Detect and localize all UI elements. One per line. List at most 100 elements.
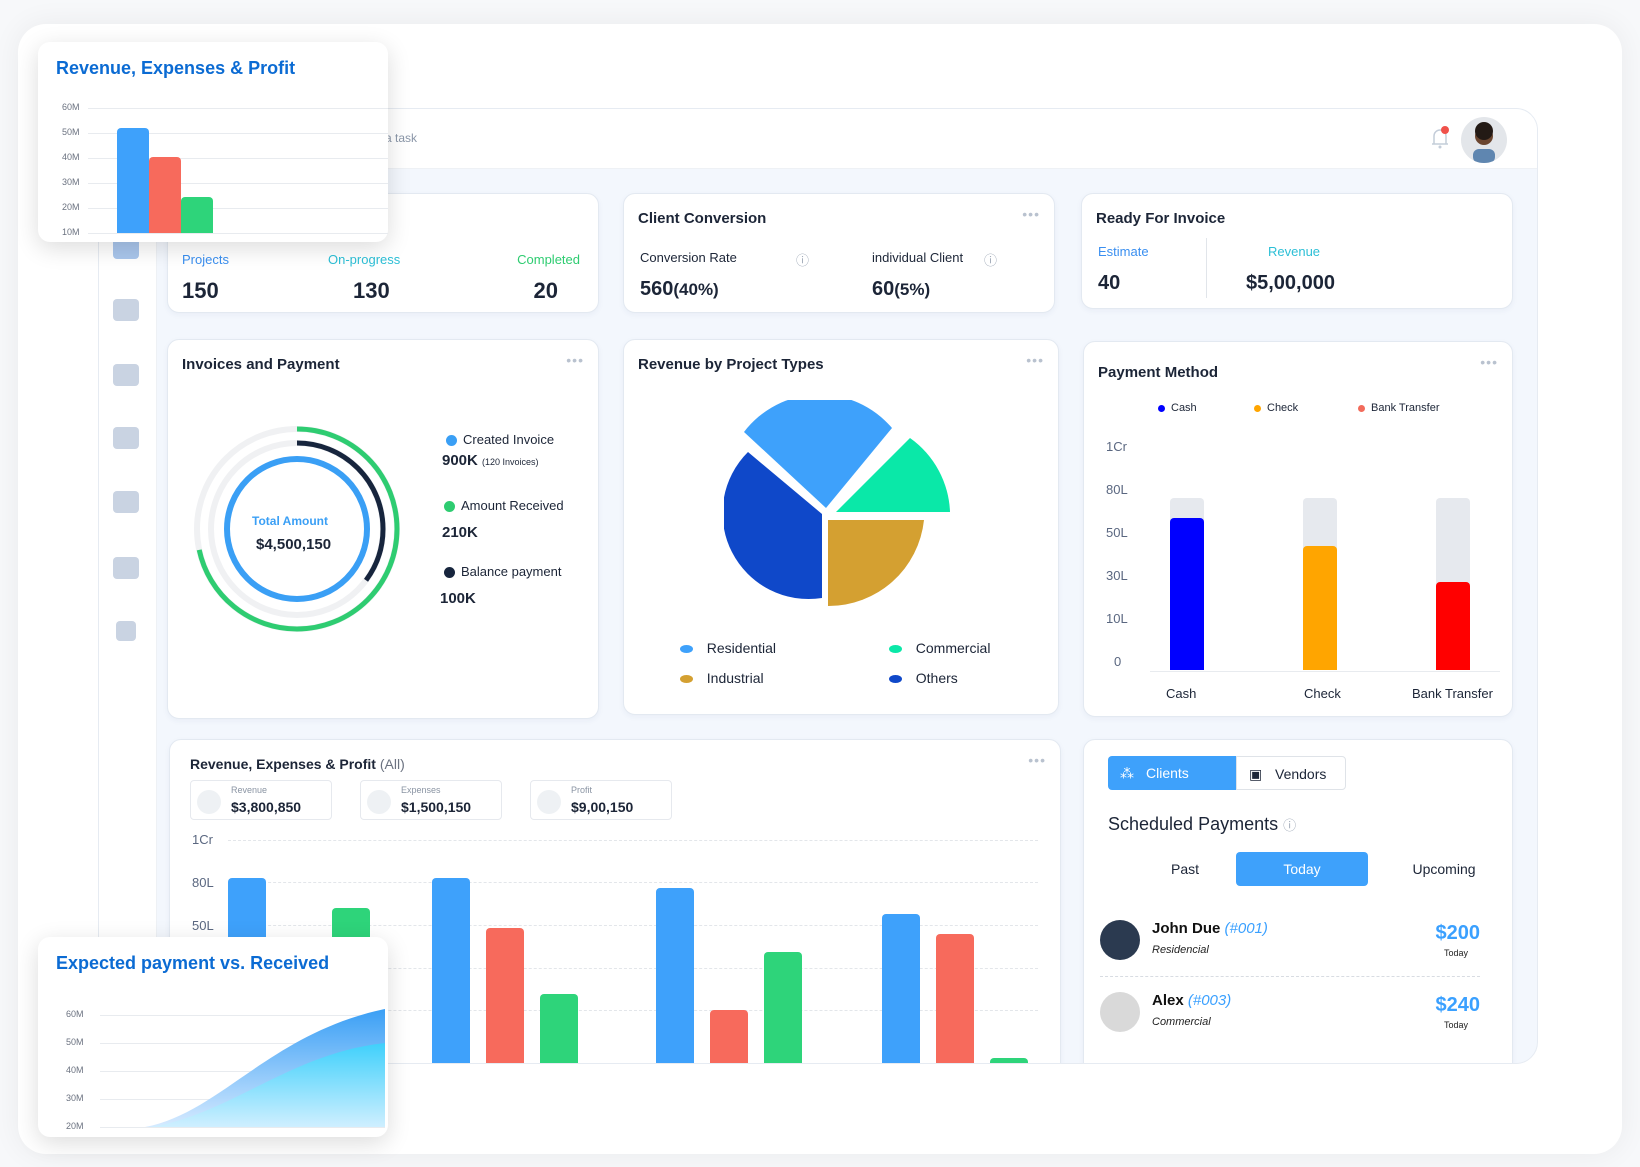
bar[interactable] <box>882 914 920 1063</box>
client-conversion-title: Client Conversion <box>638 210 767 227</box>
revenue-by-project-title: Revenue by Project Types <box>638 356 824 373</box>
add-icon[interactable] <box>116 621 136 641</box>
info-icon[interactable]: ⓘ <box>796 253 810 268</box>
legend-cash: Cash <box>1158 402 1197 414</box>
profit-bar[interactable] <box>181 197 213 233</box>
profit-icon <box>537 790 561 814</box>
legend-check: Check <box>1254 402 1298 414</box>
list-item[interactable]: Alex (#003) Commercial $240 Today <box>1100 986 1480 1042</box>
total-amount-value: $4,500,150 <box>256 536 332 553</box>
bar[interactable] <box>710 1010 748 1063</box>
projects-label: Projects <box>182 252 229 267</box>
filter-upcoming[interactable]: Upcoming <box>1412 861 1476 877</box>
area-chart <box>145 1009 385 1127</box>
ready-for-invoice-card: Ready For Invoice Estimate 40 Revenue $5… <box>1081 193 1513 309</box>
monitor-pulse-icon[interactable] <box>113 491 139 513</box>
more-icon[interactable]: ••• <box>1022 206 1040 222</box>
bar[interactable] <box>990 1058 1028 1063</box>
on-progress-label: On-progress <box>328 252 401 267</box>
legend-others: Others <box>889 670 958 686</box>
check-bar[interactable] <box>1303 546 1337 670</box>
individual-client-value: 60(5%) <box>872 278 931 300</box>
completed-label: Completed <box>517 252 580 267</box>
legend-industrial: Industrial <box>680 670 764 686</box>
dot-icon <box>444 567 455 579</box>
conversion-rate-label: Conversion Rate <box>640 250 737 265</box>
total-amount-label: Total Amount <box>252 514 328 528</box>
more-icon[interactable]: ••• <box>1026 352 1044 368</box>
bar[interactable] <box>540 994 578 1063</box>
floating-expected-card: Expected payment vs. Received 60M 50M 40… <box>38 937 388 1137</box>
rep-title: Revenue, Expenses & Profit (All) <box>190 756 405 772</box>
dot-icon <box>444 501 455 513</box>
bell-icon[interactable] <box>1428 125 1452 151</box>
user-avatar[interactable] <box>1461 117 1507 163</box>
expenses-summary: Expenses $1,500,150 <box>360 780 502 820</box>
list-item[interactable]: John Due (#001) Residencial $200 Today <box>1100 914 1480 970</box>
tab-vendors[interactable]: ▣ Vendors <box>1236 756 1346 790</box>
profit-summary: Profit $9,00,150 <box>530 780 672 820</box>
revenue-icon <box>197 790 221 814</box>
filter-past[interactable]: Past <box>1170 861 1199 877</box>
amount-received-value: 210K <box>442 524 478 541</box>
legend-balance-payment: Balance payment <box>444 564 561 579</box>
web-layout-icon[interactable] <box>113 427 139 449</box>
revenue-value: $5,00,000 <box>1246 272 1335 294</box>
bar[interactable] <box>936 934 974 1063</box>
more-icon[interactable]: ••• <box>1480 354 1498 370</box>
individual-client-label: individual Client <box>872 250 964 265</box>
avatar <box>1100 992 1140 1032</box>
legend-commercial: Commercial <box>889 640 990 656</box>
divider <box>1206 238 1207 298</box>
estimate-value: 40 <box>1098 272 1121 294</box>
payment-method-card: Payment Method ••• Cash Check Bank Trans… <box>1083 341 1513 717</box>
balance-payment-value: 100K <box>440 590 476 607</box>
expenses-icon <box>367 790 391 814</box>
x-axis <box>1150 671 1500 672</box>
cash-bar[interactable] <box>1170 518 1204 670</box>
globe-location-icon[interactable] <box>113 364 139 386</box>
sliders-icon[interactable] <box>113 557 139 579</box>
bar[interactable] <box>486 928 524 1063</box>
info-icon[interactable]: ⓘ <box>984 253 998 268</box>
expenses-bar[interactable] <box>149 157 181 233</box>
revenue-summary: Revenue $3,800,850 <box>190 780 332 820</box>
clients-icon: ⁂ <box>1120 765 1134 781</box>
estimate-label: Estimate <box>1098 244 1149 259</box>
floating-rep-card: Revenue, Expenses & Profit 60M 50M 40M 3… <box>38 42 388 242</box>
floating-rep-title: Revenue, Expenses & Profit <box>56 58 296 78</box>
bar[interactable] <box>432 878 470 1063</box>
donut-chart <box>194 426 400 632</box>
filter-today[interactable]: Today <box>1236 852 1368 886</box>
bar[interactable] <box>656 888 694 1063</box>
revenue-bar[interactable] <box>117 128 149 233</box>
dashboard-app: a task Projects 150 On-progress 130 Comp… <box>98 108 1538 1064</box>
bank-transfer-bar[interactable] <box>1436 582 1470 670</box>
projects-value: 150 <box>182 278 219 303</box>
invoices-payment-title: Invoices and Payment <box>182 356 340 373</box>
payment-method-title: Payment Method <box>1098 364 1219 381</box>
pie-chart <box>724 400 950 607</box>
on-progress-value: 130 <box>353 278 390 303</box>
search-input[interactable]: a task <box>385 131 418 145</box>
avatar <box>1100 920 1140 960</box>
ready-for-invoice-title: Ready For Invoice <box>1096 210 1226 227</box>
conversion-rate-value: 560(40%) <box>640 278 719 300</box>
user-settings-icon[interactable] <box>113 299 139 321</box>
legend-residential: Residential <box>680 640 776 656</box>
more-icon[interactable]: ••• <box>566 352 584 368</box>
more-icon[interactable]: ••• <box>1028 752 1046 768</box>
bar[interactable] <box>764 952 802 1063</box>
revenue-by-project-card: Revenue by Project Types ••• Residential… <box>623 339 1059 715</box>
meeting-icon[interactable] <box>113 237 139 259</box>
invoices-payment-card: Invoices and Payment ••• Total Amount $4… <box>167 339 599 719</box>
scheduled-payments-title: Scheduled Payments ⓘ <box>1108 814 1297 834</box>
info-icon: ⓘ <box>1283 818 1297 833</box>
divider <box>1100 976 1480 977</box>
legend-created-invoice: Created Invoice <box>446 432 554 447</box>
legend-bank-transfer: Bank Transfer <box>1358 402 1439 414</box>
dot-icon <box>446 435 457 447</box>
tab-clients[interactable]: ⁂ Clients <box>1108 756 1236 790</box>
legend-amount-received: Amount Received <box>444 498 564 513</box>
completed-value: 20 <box>533 278 558 303</box>
